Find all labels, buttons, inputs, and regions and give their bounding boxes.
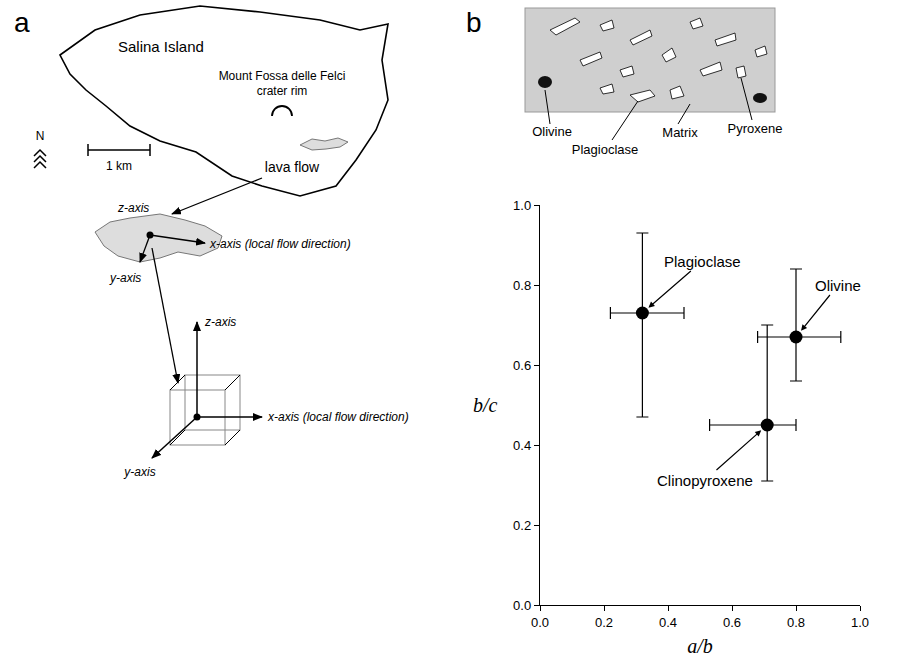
svg-text:Plagioclase: Plagioclase bbox=[572, 142, 639, 157]
svg-text:1.0: 1.0 bbox=[851, 615, 869, 630]
svg-text:y-axis: y-axis bbox=[109, 271, 141, 285]
svg-text:N: N bbox=[36, 129, 45, 143]
svg-text:a/b: a/b bbox=[687, 635, 713, 657]
svg-text:Matrix: Matrix bbox=[662, 125, 698, 140]
svg-text:b: b bbox=[466, 7, 482, 38]
svg-text:0.0: 0.0 bbox=[513, 598, 531, 613]
svg-text:Olivine: Olivine bbox=[532, 124, 572, 139]
svg-text:Clinopyroxene: Clinopyroxene bbox=[657, 472, 753, 489]
svg-text:x-axis (local flow direction): x-axis (local flow direction) bbox=[209, 237, 351, 251]
svg-text:crater rim: crater rim bbox=[257, 84, 308, 98]
svg-text:Olivine: Olivine bbox=[815, 277, 861, 294]
svg-text:0.8: 0.8 bbox=[513, 278, 531, 293]
svg-text:x-axis (local flow direction): x-axis (local flow direction) bbox=[267, 410, 409, 424]
svg-text:0.6: 0.6 bbox=[513, 358, 531, 373]
svg-text:lava flow: lava flow bbox=[265, 159, 320, 175]
svg-text:y-axis: y-axis bbox=[123, 465, 155, 479]
svg-text:a: a bbox=[14, 7, 30, 38]
svg-text:0.4: 0.4 bbox=[513, 438, 531, 453]
svg-text:z-axis: z-axis bbox=[204, 315, 236, 329]
svg-text:Mount Fossa delle Felci: Mount Fossa delle Felci bbox=[219, 69, 346, 83]
svg-text:1 km: 1 km bbox=[106, 159, 132, 173]
svg-text:1.0: 1.0 bbox=[513, 198, 531, 213]
svg-text:0.2: 0.2 bbox=[595, 615, 613, 630]
svg-text:0.0: 0.0 bbox=[531, 615, 549, 630]
svg-text:0.8: 0.8 bbox=[787, 615, 805, 630]
svg-text:0.2: 0.2 bbox=[513, 518, 531, 533]
svg-text:z-axis: z-axis bbox=[117, 201, 149, 215]
svg-text:Pyroxene: Pyroxene bbox=[728, 121, 783, 136]
svg-text:Plagioclase: Plagioclase bbox=[664, 253, 741, 270]
svg-text:0.6: 0.6 bbox=[723, 615, 741, 630]
svg-text:b/c: b/c bbox=[473, 394, 498, 416]
svg-text:0.4: 0.4 bbox=[659, 615, 677, 630]
svg-text:Salina Island: Salina Island bbox=[118, 38, 204, 55]
